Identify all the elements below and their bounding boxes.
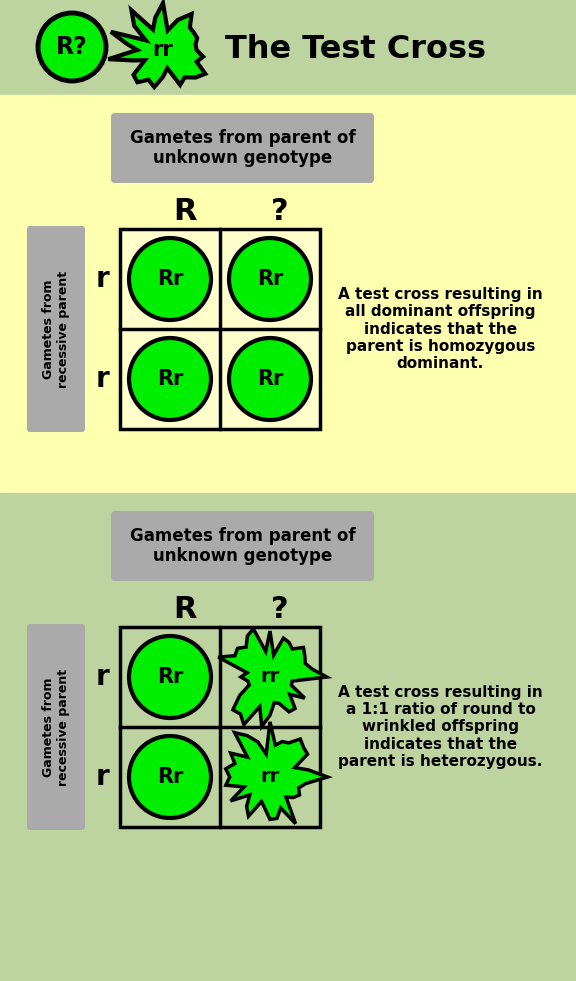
Text: R: R xyxy=(173,594,197,624)
Text: r: r xyxy=(95,365,109,393)
Text: rr: rr xyxy=(260,767,279,787)
Text: A test cross resulting in
a 1:1 ratio of round to
wrinkled offspring
indicates t: A test cross resulting in a 1:1 ratio of… xyxy=(338,685,543,769)
Text: Gametes from
recessive parent: Gametes from recessive parent xyxy=(42,668,70,786)
Text: Rr: Rr xyxy=(157,667,183,687)
FancyBboxPatch shape xyxy=(111,511,374,581)
FancyBboxPatch shape xyxy=(111,113,374,183)
Text: Rr: Rr xyxy=(157,767,183,787)
Text: Rr: Rr xyxy=(157,269,183,289)
Ellipse shape xyxy=(229,238,311,320)
Ellipse shape xyxy=(129,736,211,818)
Polygon shape xyxy=(226,722,328,824)
Circle shape xyxy=(38,13,106,81)
Text: r: r xyxy=(95,265,109,293)
Bar xyxy=(0,493,576,981)
Text: rr: rr xyxy=(260,667,279,687)
Text: Gametes from parent of
unknown genotype: Gametes from parent of unknown genotype xyxy=(130,527,355,565)
Polygon shape xyxy=(108,3,205,87)
Ellipse shape xyxy=(129,636,211,718)
Ellipse shape xyxy=(229,338,311,420)
Text: ?: ? xyxy=(271,196,289,226)
Ellipse shape xyxy=(129,338,211,420)
FancyBboxPatch shape xyxy=(27,624,85,830)
Text: r: r xyxy=(95,763,109,791)
Text: r: r xyxy=(95,663,109,691)
Text: Gametes from parent of
unknown genotype: Gametes from parent of unknown genotype xyxy=(130,129,355,168)
Bar xyxy=(120,229,320,429)
Text: A test cross resulting in
all dominant offspring
indicates that the
parent is ho: A test cross resulting in all dominant o… xyxy=(338,286,543,371)
Text: Rr: Rr xyxy=(257,369,283,389)
Text: Rr: Rr xyxy=(157,369,183,389)
Polygon shape xyxy=(218,629,327,727)
Text: R: R xyxy=(173,196,197,226)
Text: rr: rr xyxy=(153,40,173,60)
Bar xyxy=(0,0,576,95)
Bar xyxy=(120,627,320,827)
Text: The Test Cross: The Test Cross xyxy=(225,34,486,66)
Text: Rr: Rr xyxy=(257,269,283,289)
Ellipse shape xyxy=(129,238,211,320)
Bar xyxy=(0,95,576,493)
Text: R?: R? xyxy=(56,35,88,59)
Text: ?: ? xyxy=(271,594,289,624)
FancyBboxPatch shape xyxy=(27,226,85,432)
Text: Gametes from
recessive parent: Gametes from recessive parent xyxy=(42,271,70,387)
